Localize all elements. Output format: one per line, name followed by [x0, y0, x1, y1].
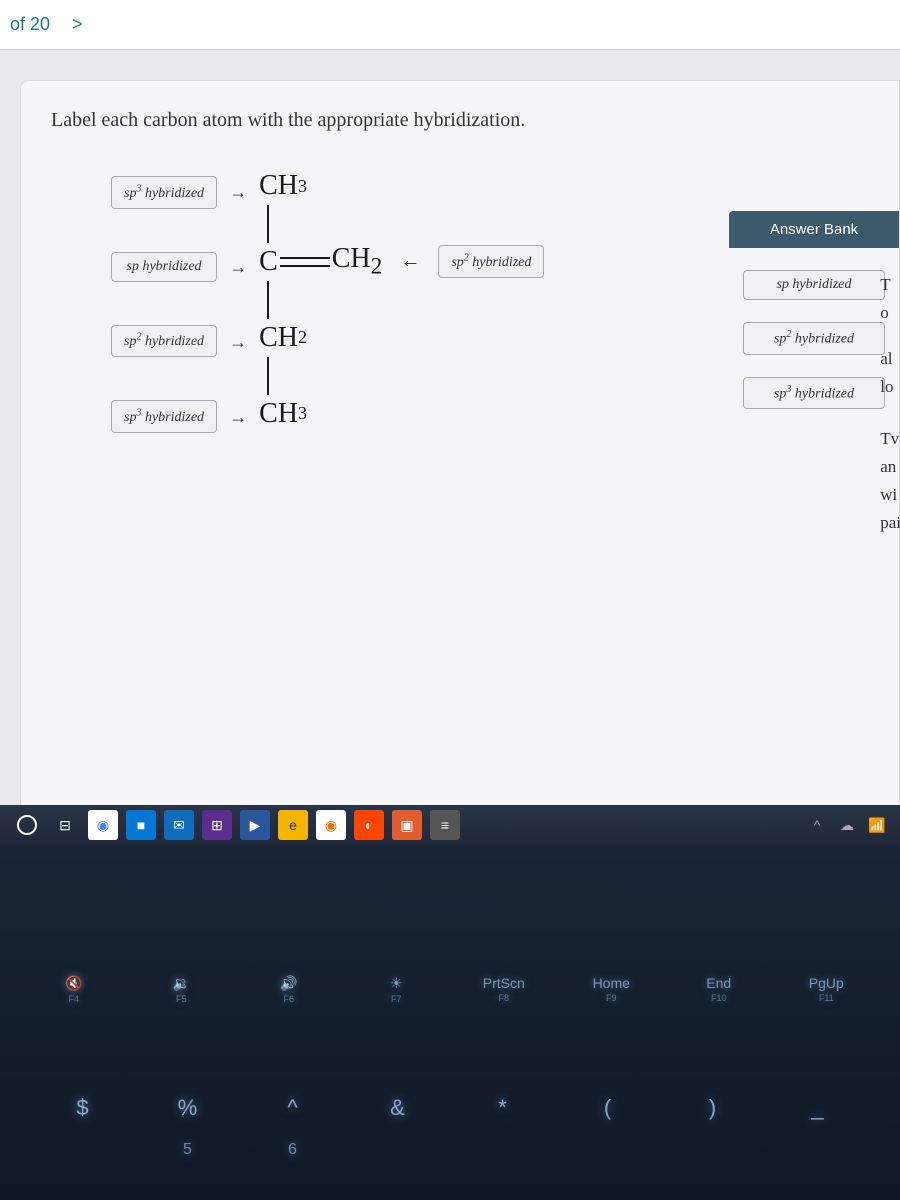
label-text: sp2 hybridized — [451, 255, 531, 270]
f6-key: 🔊F6 — [244, 975, 334, 1004]
app-icon[interactable]: ■ — [126, 810, 156, 840]
vertical-bond — [267, 205, 269, 243]
formula-ch3-bottom: CH3 — [259, 395, 544, 433]
num-key: $ — [38, 1095, 128, 1159]
f4-key: 🔇F4 — [29, 975, 119, 1004]
page-count-label: of 20 — [0, 14, 60, 35]
number-key-row: $ %5 ^6 & * ( ) _ — [0, 1095, 900, 1159]
tray-cloud-icon[interactable]: ☁ — [836, 814, 858, 836]
edge-icon[interactable]: e — [278, 810, 308, 840]
f10-key: EndF10 — [674, 975, 764, 1004]
answer-bank-panel: Answer Bank sp hybridized sp2 hybridized… — [729, 211, 899, 431]
double-bond-icon — [280, 257, 330, 267]
num-key: * — [458, 1095, 548, 1159]
mail-icon[interactable]: ✉ — [164, 810, 194, 840]
num-key: _ — [773, 1095, 863, 1159]
num-key: ( — [563, 1095, 653, 1159]
question-card: Label each carbon atom with the appropri… — [20, 80, 900, 830]
answer-bank-options: sp hybridized sp2 hybridized sp3 hybridi… — [729, 248, 899, 431]
ch2-group: CH2 — [332, 243, 383, 281]
store-icon[interactable]: ⊞ — [202, 810, 232, 840]
formula-ch2: CH2 — [259, 319, 544, 357]
arrow-icon: ← — [400, 250, 420, 273]
label-text: sp hybridized — [127, 259, 202, 274]
num-key: & — [353, 1095, 443, 1159]
cortana-icon[interactable] — [12, 810, 42, 840]
label-slot-3[interactable]: sp2 hybridized — [111, 325, 217, 358]
arrow-icon: → — [229, 182, 247, 202]
answer-option-sp2[interactable]: sp2 hybridized — [743, 322, 885, 355]
formula-ch3-top: CH3 — [259, 167, 544, 205]
app-icon[interactable]: ≡ — [430, 810, 460, 840]
dropped-labels-column: sp3 hybridized sp hybridized sp2 hybridi… — [111, 176, 217, 433]
f11-key: PgUpF11 — [781, 975, 871, 1004]
tray-wifi-icon[interactable]: 📶 — [866, 814, 888, 836]
top-navigation-bar: of 20 > — [0, 0, 900, 50]
label-slot-5[interactable]: sp2 hybridized — [438, 245, 544, 278]
app-icon[interactable]: ◉ — [316, 810, 346, 840]
vertical-bond — [267, 281, 269, 319]
answer-bank-title: Answer Bank — [729, 211, 899, 248]
app-icon[interactable]: ▣ — [392, 810, 422, 840]
label-text: sp3 hybridized — [124, 410, 204, 425]
f8-key: PrtScnF8 — [459, 975, 549, 1004]
label-text: sp2 hybridized — [124, 334, 204, 349]
arrow-icon: → — [229, 407, 247, 427]
formula-middle-row: C CH2 ← sp2 hybridized — [259, 243, 544, 281]
physical-keyboard: 🔇F4 🔉F5 🔊F6 ☀F7 PrtScnF8 HomeF9 EndF10 P… — [0, 845, 900, 1200]
arrow-column: → → → → — [229, 182, 247, 427]
question-prompt: Label each carbon atom with the appropri… — [51, 109, 869, 132]
chrome-icon[interactable]: ◉ — [88, 810, 118, 840]
f9-key: HomeF9 — [566, 975, 656, 1004]
chemical-structure: CH3 C CH2 ← sp2 hybridized CH2 CH3 — [259, 167, 544, 433]
app-window: of 20 > Label each carbon atom with the … — [0, 0, 900, 830]
num-key: ^6 — [248, 1095, 338, 1159]
label-text: sp3 hybridized — [124, 186, 204, 201]
tray-expand-icon[interactable]: ^ — [806, 814, 828, 836]
num-key: %5 — [143, 1095, 233, 1159]
function-key-row: 🔇F4 🔉F5 🔊F6 ☀F7 PrtScnF8 HomeF9 EndF10 P… — [0, 975, 900, 1004]
f5-key: 🔉F5 — [136, 975, 226, 1004]
label-slot-2[interactable]: sp hybridized — [111, 252, 217, 282]
firefox-icon[interactable]: ◐ — [354, 810, 384, 840]
task-view-icon[interactable]: ⊟ — [50, 810, 80, 840]
vertical-bond — [267, 357, 269, 395]
carbon-atom: C — [259, 246, 278, 278]
label-slot-4[interactable]: sp3 hybridized — [111, 400, 217, 433]
next-page-arrow[interactable]: > — [60, 14, 95, 35]
label-slot-1[interactable]: sp3 hybridized — [111, 176, 217, 209]
partial-cutoff-text: T o al lo Tv an wi pai — [880, 271, 900, 537]
arrow-icon: → — [229, 257, 247, 277]
f7-key: ☀F7 — [351, 975, 441, 1004]
arrow-icon: → — [229, 332, 247, 352]
windows-taskbar[interactable]: ⊟ ◉ ■ ✉ ⊞ ▶ e ◉ ◐ ▣ ≡ ^ ☁ 📶 — [0, 805, 900, 845]
answer-option-sp[interactable]: sp hybridized — [743, 270, 885, 300]
num-key: ) — [668, 1095, 758, 1159]
app-icon[interactable]: ▶ — [240, 810, 270, 840]
answer-option-sp3[interactable]: sp3 hybridized — [743, 377, 885, 410]
